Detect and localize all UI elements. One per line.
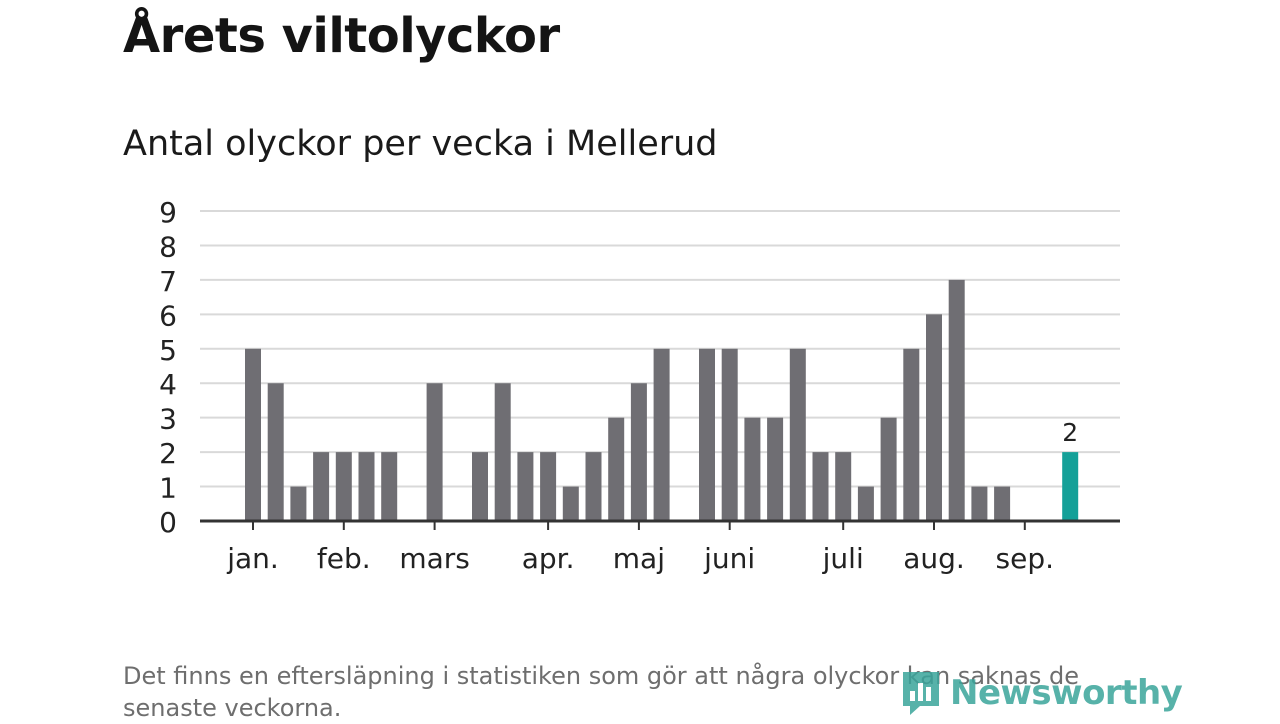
bar [517, 452, 534, 521]
x-axis: jan. feb. mars apr. maj juni juli aug. sep. [200, 519, 1120, 575]
x-tick-label: juni [703, 542, 755, 575]
bar [245, 348, 261, 521]
x-tick-label: apr. [522, 542, 575, 575]
bar [358, 452, 375, 521]
brand-name: Newsworthy [950, 673, 1183, 713]
x-tick-label: juli [822, 542, 864, 575]
bar [835, 452, 852, 521]
page-title: Årets viltolyckor [123, 8, 560, 64]
y-tick-label: 0 [159, 506, 177, 539]
bar [335, 452, 352, 521]
chart-subtitle: Antal olyckor per vecka i Mellerud [123, 124, 718, 164]
bar [994, 486, 1011, 521]
bar [971, 486, 988, 521]
bar [313, 452, 330, 521]
y-tick-label: 1 [159, 472, 177, 505]
bar [767, 417, 784, 521]
y-tick-label: 6 [159, 299, 177, 332]
x-tick-label: jan. [226, 542, 279, 575]
bar [880, 417, 897, 521]
y-tick-label: 3 [159, 403, 177, 436]
bar [812, 452, 829, 521]
brand-logo: Newsworthy [900, 668, 1183, 718]
bar [857, 486, 874, 521]
bar [926, 314, 942, 521]
x-tick-label: mars [399, 542, 470, 575]
x-tick-label: sep. [996, 542, 1055, 575]
y-tick-label: 4 [159, 368, 177, 401]
y-tick-label: 9 [159, 196, 177, 229]
x-tick-label: feb. [317, 542, 371, 575]
bar [948, 279, 965, 521]
bar [630, 383, 647, 521]
y-tick-label: 2 [159, 437, 177, 470]
bar [267, 383, 284, 521]
bar [699, 348, 715, 521]
x-tick-label: aug. [903, 542, 965, 575]
y-tick-label: 7 [159, 265, 177, 298]
chart-bars [245, 279, 1079, 521]
data-label: 2 [1062, 418, 1078, 447]
bar [290, 486, 307, 521]
bar [562, 486, 579, 521]
bar [585, 452, 602, 521]
data-labels: 2 [1062, 418, 1078, 447]
bar [381, 452, 398, 521]
bar [494, 383, 511, 521]
bar [426, 383, 443, 521]
bar [653, 348, 670, 521]
y-tick-label: 8 [159, 230, 177, 263]
bar [789, 348, 806, 521]
bar [744, 417, 761, 521]
x-tick-label: maj [613, 542, 665, 575]
bar-chart-bubble-icon [903, 672, 939, 715]
bar [472, 452, 488, 521]
bar [903, 348, 920, 521]
bar [721, 348, 738, 521]
y-tick-label: 5 [159, 334, 177, 367]
bar [608, 417, 625, 521]
bar [540, 452, 557, 521]
bar [1062, 452, 1079, 521]
